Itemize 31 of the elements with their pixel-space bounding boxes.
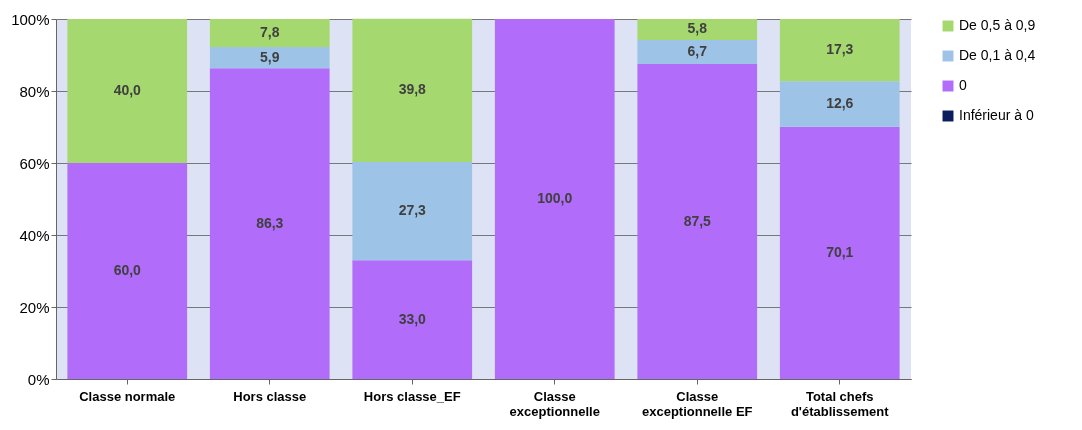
y-tick-label: 100% [11,10,50,28]
y-tick-label: 20% [19,298,50,316]
y-tick-label: 0% [27,370,50,388]
x-tick-label: Classe exceptionnelle EF [641,388,753,419]
legend-label: 0 [959,77,967,93]
data-label: 60,0 [113,262,142,278]
data-label: 5,8 [687,20,708,37]
y-tick-label: 80% [19,82,50,100]
data-label: 5,9 [260,48,280,65]
data-label: 33,0 [398,310,427,327]
data-label: 70,1 [826,243,854,260]
data-label: 40,0 [113,82,142,98]
legend-label: De 0,1 à 0,4 [959,47,1036,63]
legend-label: Inférieur à 0 [959,107,1034,123]
data-label: 86,3 [256,214,284,231]
data-label: 27,3 [398,202,427,219]
data-label: 7,8 [260,24,280,41]
data-label: 100,0 [537,190,573,206]
data-label: 6,7 [687,42,708,59]
x-tick-label: Classe normale [79,388,176,404]
legend-label: De 0,5 à 0,9 [959,17,1036,33]
data-label: 17,3 [826,41,854,58]
x-tick-label: Hors classe_EF [363,388,461,404]
x-tick-label: Hors classe [233,388,307,404]
x-tick-label: Total chefs d'établissement [790,388,890,419]
y-tick-label: 40% [19,226,50,244]
y-tick-label: 60% [19,154,50,172]
data-label: 87,5 [683,212,712,229]
data-label: 12,6 [826,94,854,111]
data-label: 39,8 [398,81,427,98]
x-tick-label: Classe exceptionnelle [509,388,600,419]
